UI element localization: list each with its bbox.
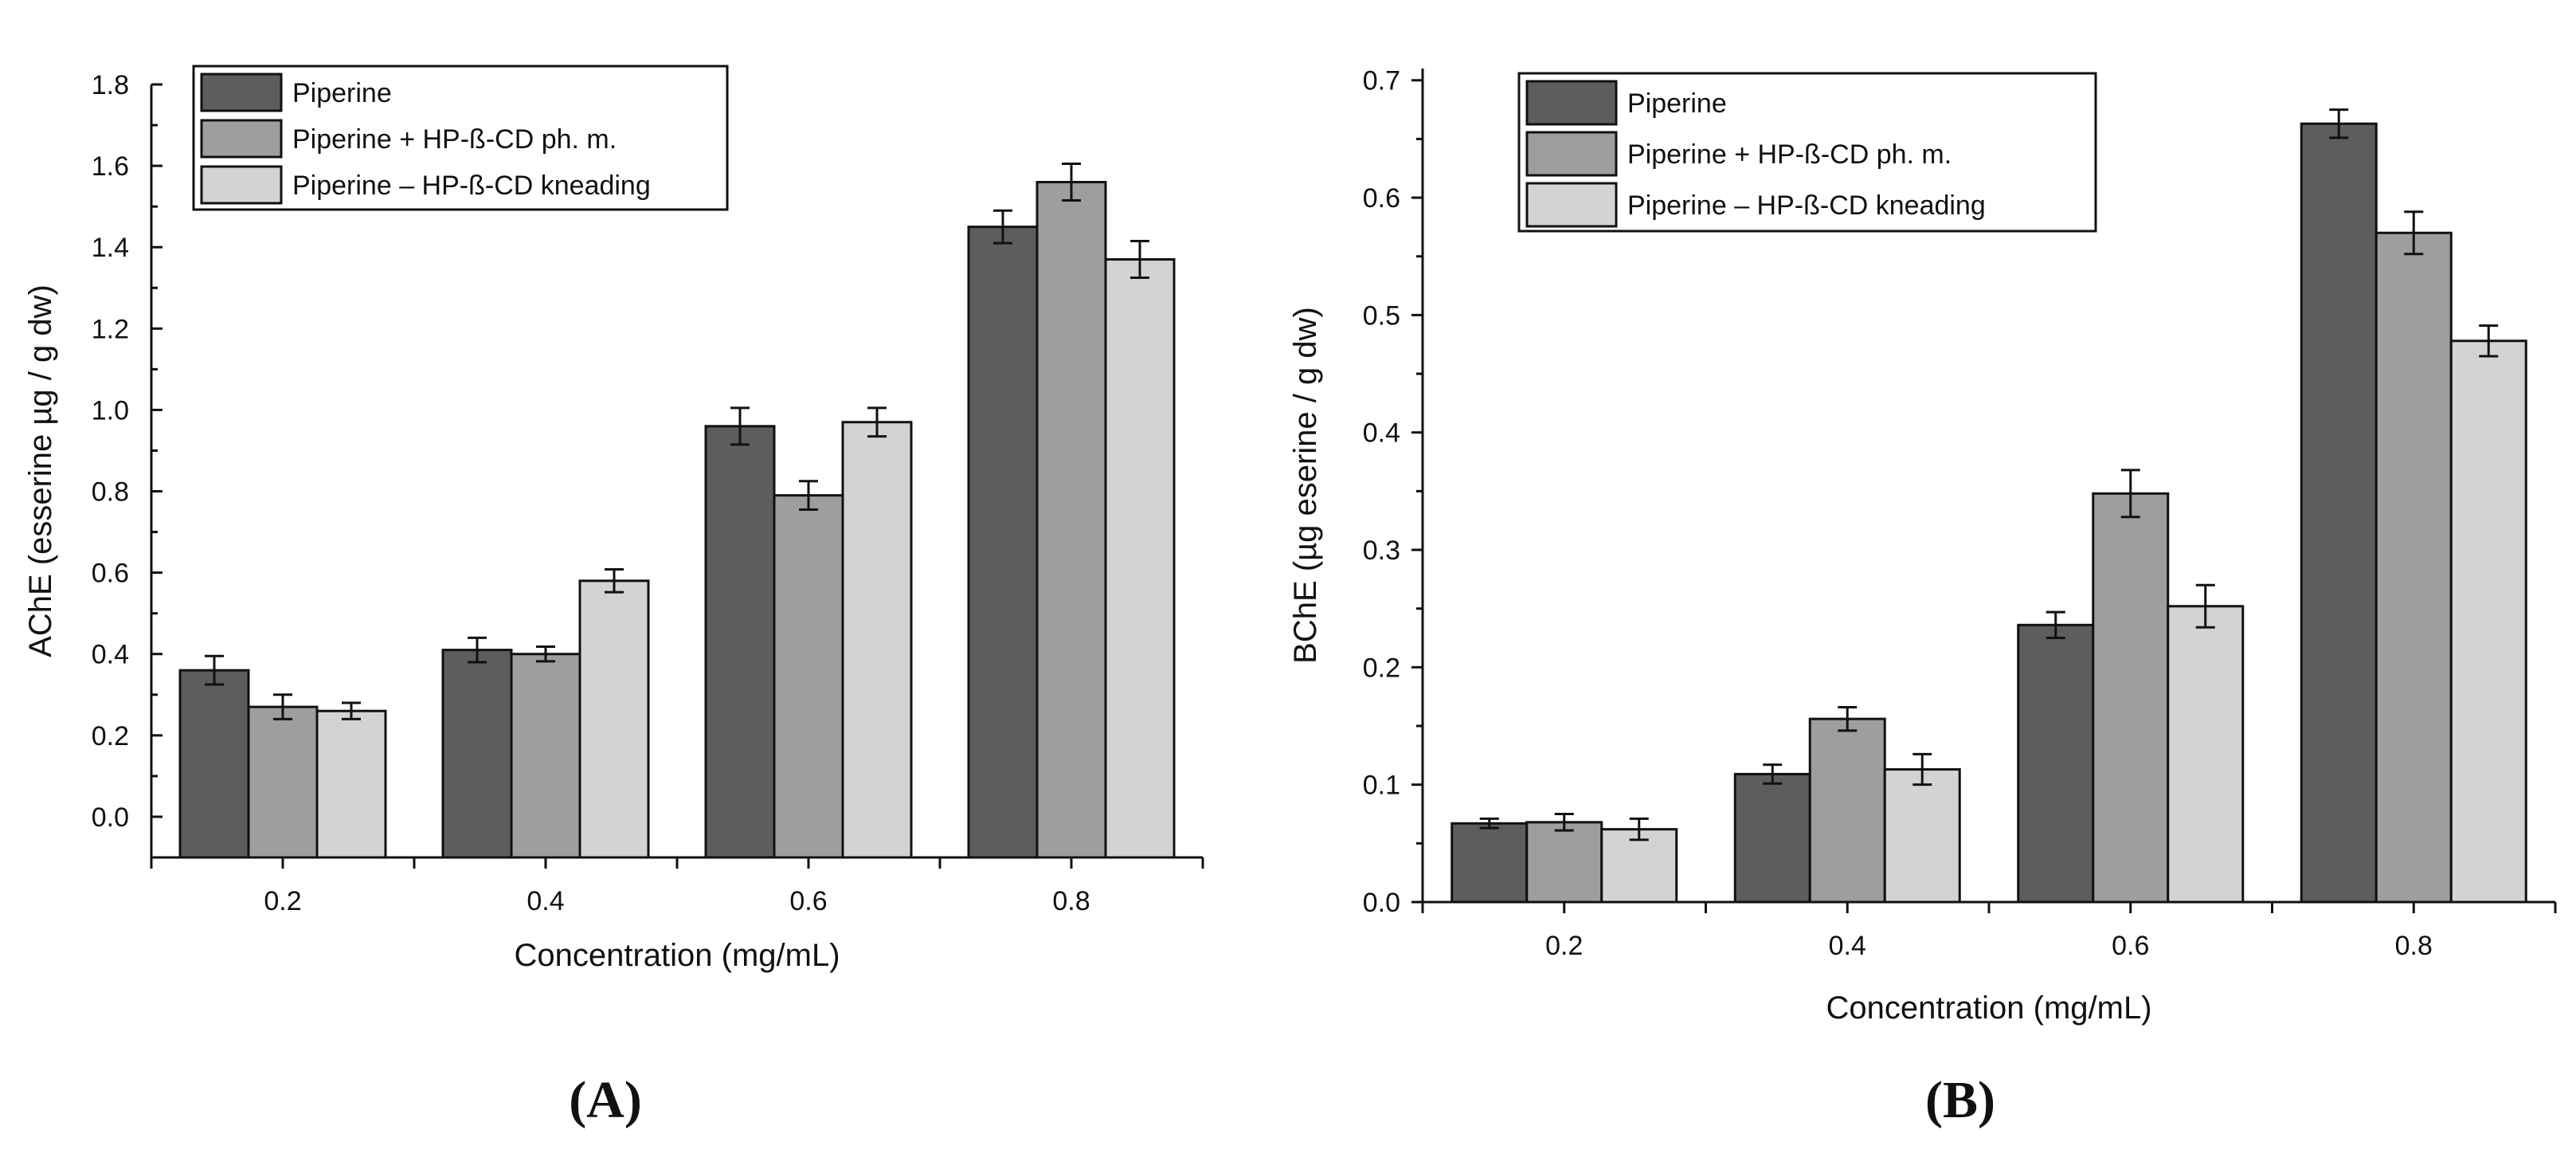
bar — [1600, 828, 1678, 904]
bar — [841, 421, 913, 859]
y-axis-title: AChE (esserine µg / g dw) — [23, 284, 58, 657]
bar — [2017, 623, 2095, 904]
panel-label: (B) — [1925, 1071, 1995, 1129]
bar — [967, 226, 1039, 859]
legend-label: Piperine + HP-ß-CD ph. m. — [1627, 139, 1952, 170]
bar — [1450, 822, 1529, 904]
bar — [178, 669, 250, 859]
bar — [2300, 122, 2378, 904]
legend-swatch — [1525, 80, 1618, 126]
x-tick-label: 0.2 — [1545, 931, 1583, 961]
y-tick-label: 1.8 — [92, 70, 129, 100]
y-tick-label: 0.4 — [1363, 418, 1400, 449]
x-tick-label: 0.4 — [1829, 931, 1866, 961]
bar — [2449, 339, 2527, 904]
x-tick-label: 0.6 — [2112, 931, 2149, 961]
bar — [441, 649, 513, 859]
legend-label: Piperine – HP-ß-CD kneading — [1627, 190, 1986, 221]
bar — [1035, 181, 1107, 859]
y-tick-label: 0.8 — [92, 477, 129, 508]
x-tick-label: 0.8 — [1052, 886, 1090, 916]
y-tick-label: 0.0 — [1363, 888, 1400, 918]
legend-swatch — [200, 73, 283, 112]
x-tick-label: 0.6 — [789, 886, 827, 916]
bar — [1525, 821, 1603, 904]
y-tick-label: 0.0 — [92, 802, 129, 833]
bar — [1808, 717, 1886, 904]
y-tick-label: 0.4 — [92, 640, 129, 670]
x-axis-title: Concentration (mg/mL) — [1826, 991, 2151, 1026]
y-tick-label: 0.6 — [1363, 183, 1400, 214]
legend-swatch — [1525, 131, 1618, 177]
y-tick-label: 1.4 — [92, 233, 129, 263]
legend-label: Piperine – HP-ß-CD kneading — [292, 171, 651, 201]
legend-swatch — [1525, 182, 1618, 228]
y-tick-label: 0.5 — [1363, 300, 1400, 331]
bar — [247, 705, 319, 859]
legend-label: Piperine — [1627, 88, 1727, 119]
y-tick-label: 1.0 — [92, 395, 129, 426]
legend: Piperine Piperine + HP-ß-CD ph. m. Piperin… — [1517, 72, 2097, 233]
bar — [1733, 772, 1811, 904]
chart-b: 0.0 0.1 0.2 0.3 0.4 0.5 0.6 0.7 0.2 0.4 0.6 0.8 BChE… — [1288, 66, 2557, 1129]
y-tick-label: 0.3 — [1363, 536, 1400, 566]
legend-label: Piperine — [292, 78, 392, 108]
y-tick-label: 0.2 — [92, 721, 129, 751]
legend-frame — [192, 65, 729, 211]
legend-swatch — [200, 165, 283, 205]
panel-label: (A) — [569, 1071, 642, 1129]
bar — [2374, 231, 2453, 904]
bar — [1104, 258, 1176, 859]
y-tick-label: 0.6 — [92, 559, 129, 589]
bar — [773, 494, 844, 859]
x-tick-label: 0.4 — [527, 886, 564, 916]
bar — [2092, 492, 2170, 904]
bar — [704, 425, 776, 859]
legend-swatch — [200, 119, 283, 159]
x-axis-title: Concentration (mg/mL) — [514, 938, 840, 973]
y-axis-title: BChE (µg eserine / g dw) — [1288, 307, 1323, 664]
bar — [1883, 768, 1961, 904]
legend-label: Piperine + HP-ß-CD ph. m. — [292, 124, 617, 155]
bar — [578, 579, 650, 859]
x-tick-label: 0.2 — [264, 886, 301, 916]
bar — [315, 709, 387, 859]
y-tick-label: 0.7 — [1363, 66, 1400, 96]
y-tick-label: 0.2 — [1363, 653, 1400, 683]
bar — [2167, 605, 2245, 904]
legend: Piperine Piperine + HP-ß-CD ph. m. Piperin… — [192, 65, 729, 211]
y-tick-label: 0.1 — [1363, 771, 1400, 801]
x-tick-label: 0.8 — [2395, 931, 2433, 961]
bar — [510, 653, 581, 859]
y-tick-label: 1.6 — [92, 151, 129, 182]
chart-a: 0.0 0.2 0.4 0.6 0.8 1.0 1.2 1.4 1.6 1.8 0.2 0.4 0.6 0… — [23, 65, 1204, 1129]
y-tick-label: 1.2 — [92, 314, 129, 344]
